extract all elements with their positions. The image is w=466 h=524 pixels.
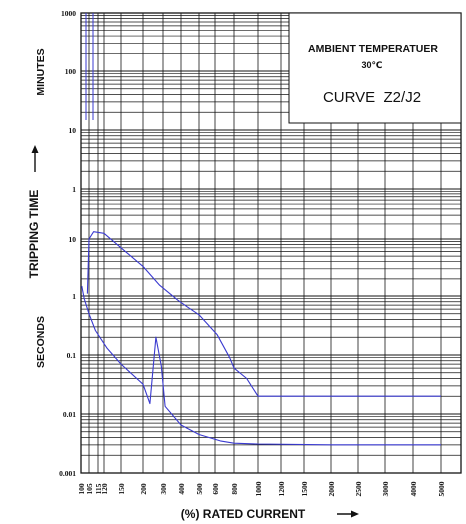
x-tick-label: 120 <box>100 483 109 495</box>
x-tick-label: 1500 <box>300 481 309 496</box>
annotation-line-1: AMBIENT TEMPERATUER <box>308 43 438 55</box>
x-tick-label: 500 <box>195 483 204 495</box>
x-tick-label: 600 <box>211 483 220 495</box>
y-tick-label: 100 <box>65 67 77 76</box>
x-axis-label: (%) RATED CURRENT <box>181 507 306 521</box>
x-tick-label: 115 <box>94 483 103 494</box>
y-axis-label: TRIPPING TIME <box>27 190 41 279</box>
curves <box>81 13 441 446</box>
x-tick-label: 100 <box>77 483 86 495</box>
legend-box <box>288 12 462 124</box>
x-tick-label: 1200 <box>277 481 286 496</box>
x-tick-label: 300 <box>159 483 168 495</box>
y-tick-label: 10 <box>69 235 77 244</box>
y-tick-label: 0.01 <box>63 410 76 419</box>
x-tick-label: 400 <box>177 483 186 495</box>
x-tick-label: 200 <box>139 483 148 495</box>
x-axis-arrow <box>337 510 359 518</box>
plot-frame <box>80 12 462 474</box>
x-tick-label: 1000 <box>254 481 263 496</box>
grid <box>80 12 462 474</box>
y-tick-label: 1000 <box>61 9 76 18</box>
series-line-1 <box>86 231 441 397</box>
chart-title: CURVE Z2/J2 <box>323 89 421 106</box>
y-tick-label: 10 <box>69 126 77 135</box>
x-tick-label: 4000 <box>409 481 418 496</box>
x-tick-label: 150 <box>117 483 126 495</box>
x-tick-label: 3000 <box>381 481 390 496</box>
y-tick-label: 0.001 <box>59 469 76 478</box>
y-tick-label: 0.1 <box>67 351 77 360</box>
x-tick-label: 5000 <box>437 481 446 496</box>
x-tick-label: 2500 <box>354 481 363 496</box>
y-tick-label: 1 <box>72 185 76 194</box>
x-tick-label: 2000 <box>327 481 336 496</box>
y-tick-label: 1 <box>72 292 76 301</box>
x-tick-label: 105 <box>85 483 94 495</box>
y-group-label-minutes: MINUTES <box>35 48 47 95</box>
series-line-2 <box>81 285 441 446</box>
x-tick-label: 800 <box>230 483 239 495</box>
annotation-line-2: 30℃ <box>362 60 383 70</box>
y-group-label-seconds: SECONDS <box>35 316 47 368</box>
y-axis-arrow <box>31 145 39 172</box>
